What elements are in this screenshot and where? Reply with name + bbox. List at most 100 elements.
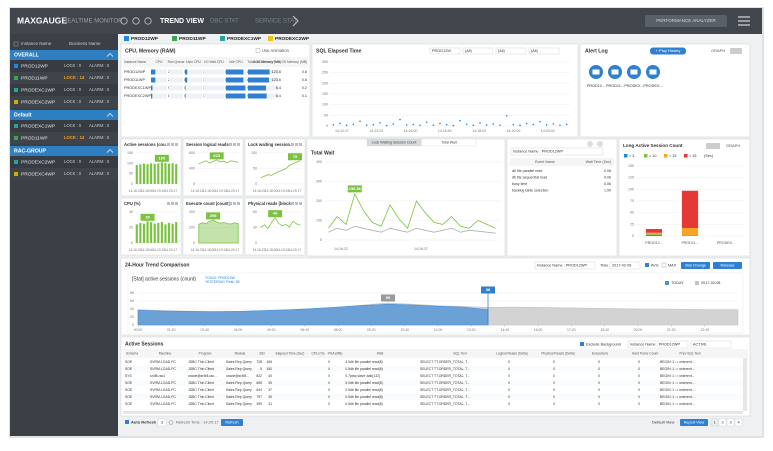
analyzer-button-label[interactable]: PERFORMANCE ANALYZER bbox=[656, 18, 716, 23]
wait-tab[interactable] bbox=[366, 138, 422, 147]
chart-tool-icon[interactable] bbox=[171, 202, 174, 205]
date-input[interactable] bbox=[609, 261, 641, 270]
auto-refresh-checkbox[interactable] bbox=[125, 420, 129, 424]
instance-name[interactable]: PRODEXC2WP bbox=[21, 99, 55, 105]
chart-tool-icon[interactable] bbox=[229, 202, 232, 205]
tree-icon[interactable] bbox=[144, 17, 152, 25]
instance-select[interactable] bbox=[627, 340, 689, 349]
group-header[interactable] bbox=[10, 50, 118, 60]
page-number[interactable]: 2 bbox=[721, 421, 723, 425]
instance-row[interactable] bbox=[10, 96, 118, 108]
animation-label[interactable]: Use Animation bbox=[262, 48, 290, 53]
group-header[interactable] bbox=[10, 110, 118, 120]
chart-tool-icon[interactable] bbox=[171, 143, 174, 146]
instance-row[interactable] bbox=[10, 84, 118, 96]
page-number[interactable]: 4 bbox=[737, 421, 739, 425]
chart-tool-icon[interactable] bbox=[167, 202, 170, 205]
chart-tool-icon[interactable] bbox=[295, 143, 298, 146]
instance-row[interactable] bbox=[10, 120, 118, 132]
instance-name[interactable]: PRODEXC4WP bbox=[21, 171, 55, 177]
chart-tool-icon[interactable] bbox=[237, 202, 240, 205]
report-view-button[interactable] bbox=[680, 419, 708, 426]
trend-button[interactable] bbox=[713, 262, 742, 269]
instance-tab[interactable]: PROD11WP bbox=[179, 36, 206, 42]
page-button[interactable] bbox=[726, 418, 735, 427]
group-name[interactable]: Default bbox=[14, 112, 32, 118]
chart-tool-icon[interactable] bbox=[299, 143, 302, 146]
instance-tab[interactable]: PROD12WP bbox=[131, 36, 159, 42]
instance-select[interactable] bbox=[534, 261, 596, 270]
page-number[interactable]: 1 bbox=[713, 421, 715, 425]
instance-tab[interactable]: PRODEXC2WP bbox=[275, 36, 310, 42]
event-tool-icon[interactable] bbox=[597, 141, 603, 147]
instance-select-label[interactable]: Instance Name : PROD12WP bbox=[537, 264, 587, 268]
event-tool-icon[interactable] bbox=[587, 141, 593, 147]
instance-row[interactable] bbox=[10, 132, 118, 144]
wait-tab-label[interactable]: Lock Waiting Session Count bbox=[372, 140, 417, 144]
filter-select[interactable] bbox=[495, 47, 527, 55]
collapse-icon[interactable] bbox=[106, 53, 114, 57]
view-tab[interactable]: DBC STAT bbox=[210, 19, 239, 25]
chart-tool-icon[interactable] bbox=[291, 143, 294, 146]
chart-tool-icon[interactable] bbox=[175, 143, 178, 146]
chart-tool-icon[interactable] bbox=[233, 202, 236, 205]
chart-tool-icon[interactable] bbox=[291, 202, 294, 205]
group-header[interactable] bbox=[10, 146, 118, 156]
instance-row[interactable] bbox=[10, 72, 118, 84]
page-number[interactable]: 3 bbox=[729, 421, 731, 425]
avg-label[interactable]: AVG bbox=[651, 264, 659, 268]
instance-tab[interactable]: PRODEXC1WP bbox=[227, 36, 262, 42]
filter-select[interactable] bbox=[528, 47, 560, 55]
instance-name[interactable]: PROD11WP bbox=[21, 135, 48, 141]
instance-row[interactable] bbox=[10, 168, 118, 180]
vertical-scrollbar[interactable] bbox=[743, 358, 747, 411]
page-button[interactable] bbox=[734, 418, 743, 427]
horizontal-scrollbar[interactable] bbox=[123, 411, 743, 414]
select-all-checkbox[interactable] bbox=[13, 41, 19, 47]
chart-tool-icon[interactable] bbox=[237, 143, 240, 146]
graph-toggle-label[interactable]: GRAPH bbox=[711, 48, 725, 53]
state-select-label[interactable]: ACTIVE bbox=[693, 343, 707, 347]
instance-name[interactable]: PROD11WP bbox=[21, 75, 48, 81]
chart-tool-icon[interactable] bbox=[299, 202, 302, 205]
instance-name[interactable]: PROD12WP bbox=[21, 63, 48, 69]
page-button[interactable] bbox=[710, 418, 719, 427]
view-title[interactable]: TREND VIEW bbox=[160, 18, 204, 25]
instance-name[interactable]: PRODEXC1WP bbox=[21, 87, 55, 93]
trend-button-label[interactable]: Stat Change bbox=[685, 264, 706, 268]
animation-checkbox[interactable] bbox=[255, 48, 261, 53]
graph-toggle[interactable] bbox=[706, 143, 720, 149]
analyzer-button[interactable] bbox=[645, 15, 727, 27]
filter-value[interactable]: PROD12W bbox=[432, 49, 451, 53]
wait-tab[interactable] bbox=[421, 138, 477, 147]
instance-name[interactable]: PRODEXC1WP bbox=[21, 123, 55, 129]
refresh-button[interactable] bbox=[221, 419, 243, 426]
chart-tool-icon[interactable] bbox=[295, 202, 298, 205]
avg-checkbox[interactable] bbox=[645, 263, 649, 267]
interval-value[interactable]: 3 bbox=[161, 420, 164, 425]
instance-name[interactable]: PRODEXC2WP bbox=[21, 159, 55, 165]
trend-button-label[interactable]: Release bbox=[721, 264, 735, 268]
group-name[interactable]: RAC-GROUP bbox=[14, 148, 47, 154]
play-history-button[interactable] bbox=[650, 47, 686, 55]
chart-tool-icon[interactable] bbox=[233, 143, 236, 146]
instance-row[interactable] bbox=[10, 60, 118, 72]
filter-value[interactable]: (All) bbox=[531, 49, 538, 53]
filter-select[interactable] bbox=[429, 47, 461, 55]
exclude-checkbox[interactable] bbox=[580, 342, 584, 346]
graph-toggle[interactable] bbox=[730, 48, 742, 54]
interval-input[interactable] bbox=[157, 418, 167, 427]
max-label[interactable]: MAX bbox=[668, 264, 677, 268]
refresh-button-label[interactable]: Refresh bbox=[225, 421, 238, 425]
max-checkbox[interactable] bbox=[661, 262, 667, 268]
home-icon[interactable] bbox=[120, 17, 128, 25]
instance-select-label[interactable]: Instance Name : PROD12WP bbox=[513, 150, 563, 154]
collapse-icon[interactable] bbox=[106, 149, 114, 153]
view-tab[interactable]: SERVICE STAT bbox=[255, 19, 298, 25]
chart-tool-icon[interactable] bbox=[229, 143, 232, 146]
instance-select[interactable] bbox=[510, 147, 604, 156]
collapse-icon[interactable] bbox=[106, 113, 114, 117]
back-icon[interactable] bbox=[132, 17, 140, 25]
chart-tool-icon[interactable] bbox=[175, 202, 178, 205]
default-view-link[interactable]: Default View bbox=[652, 420, 674, 425]
